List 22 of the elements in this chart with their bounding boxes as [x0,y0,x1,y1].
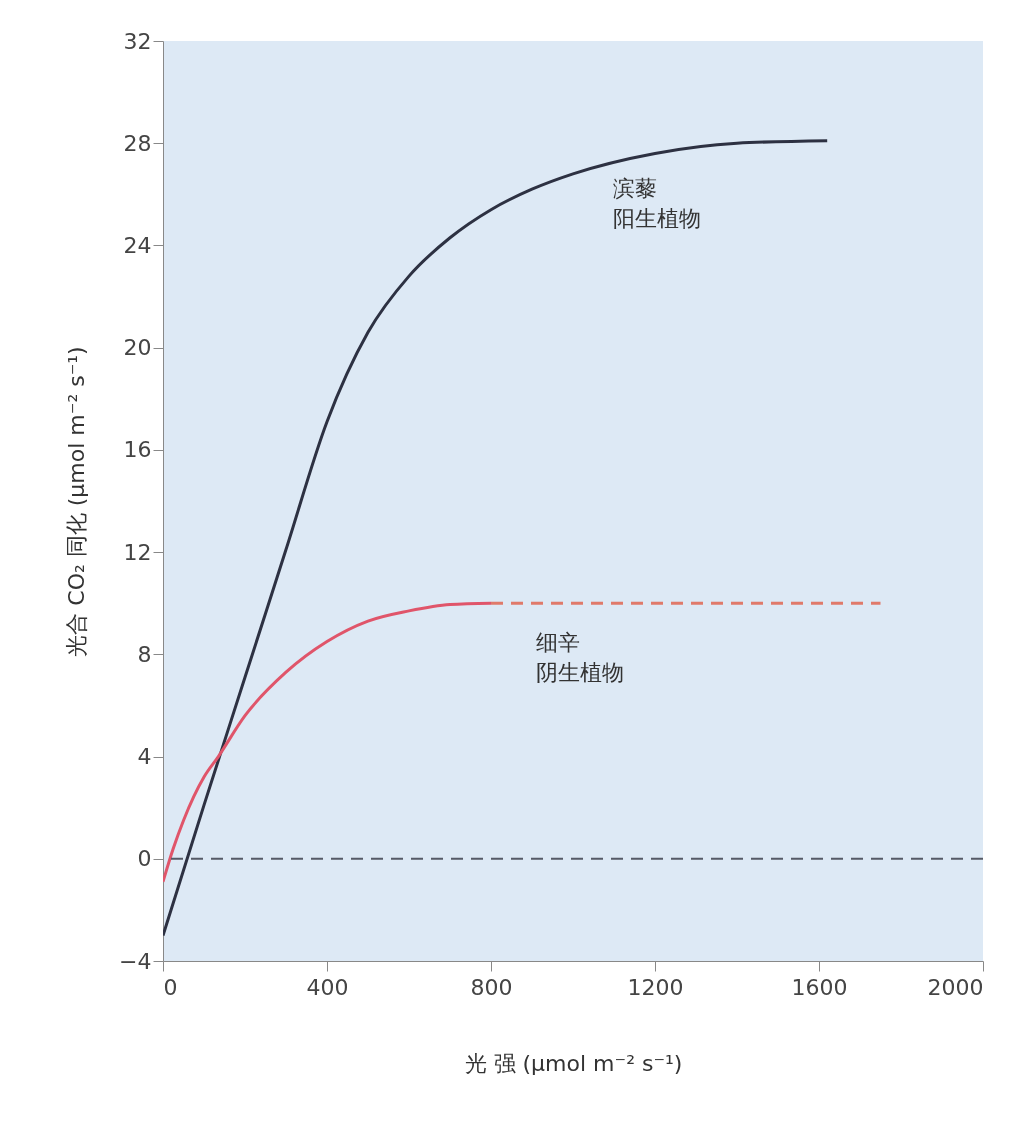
y-tick-label: 24 [123,232,152,258]
y-tick-label: 4 [137,744,152,770]
y-tick-label: −4 [119,948,152,974]
y-tick-label: 0 [137,846,152,872]
series-label: 滨藜阳生植物 [613,175,701,231]
x-tick-label: 400 [306,974,349,1000]
x-tick-label: 2000 [927,974,984,1000]
y-tick-label: 12 [123,539,152,565]
y-tick-label: 32 [123,28,152,54]
y-axis-title: 光合 CO₂ 同化 (μmol m⁻² s⁻¹) [64,346,90,657]
y-tick-label: 8 [137,641,152,667]
line-series [163,601,493,884]
y-tick-label: 16 [123,437,152,463]
x-axis-title: 光 强 (μmol m⁻² s⁻¹) [464,1050,683,1076]
y-tick-label: 20 [123,335,152,361]
y-tick-label: 28 [123,130,152,156]
text: 细辛阴生植物 [536,630,624,686]
x-tick-label: 800 [470,974,513,1000]
x-tick-label: 1600 [791,974,848,1000]
x-tick-label: 1200 [627,974,684,1000]
line-series [163,139,829,937]
x-tick-label: 0 [163,974,178,1000]
